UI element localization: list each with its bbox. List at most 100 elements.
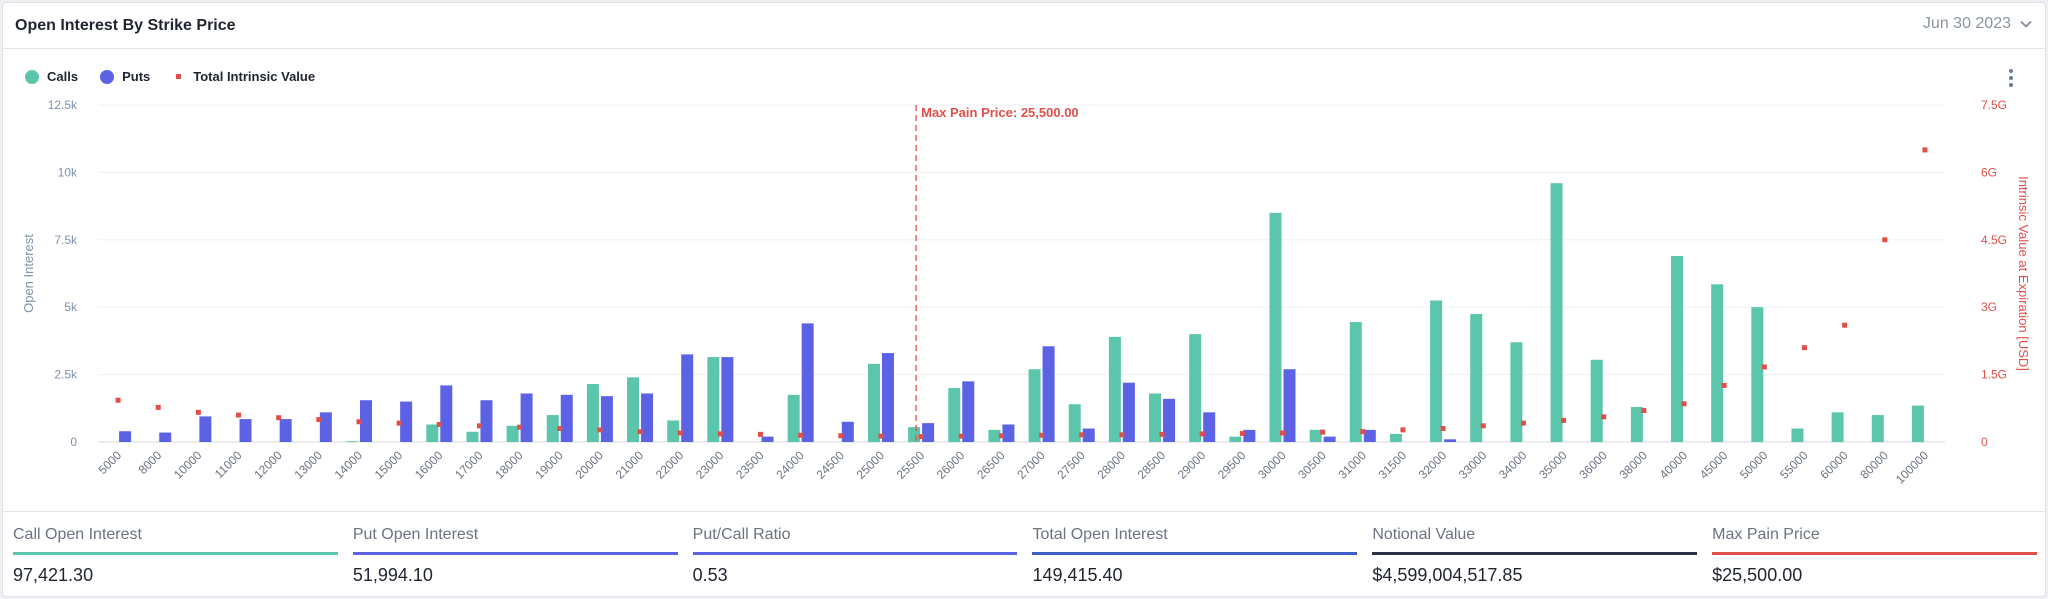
- stat-underline: [1372, 552, 1698, 555]
- y2-tick-label: 7.5G: [1981, 98, 2007, 112]
- puts-bar: [319, 412, 332, 442]
- puts-bar: [1203, 412, 1216, 442]
- puts-bar: [1323, 436, 1336, 442]
- puts-bar: [761, 436, 774, 442]
- x-tick-label: 31000: [1335, 448, 1369, 482]
- x-tick-label: 45000: [1697, 448, 1731, 482]
- calls-bar: [1149, 393, 1162, 442]
- y2-tick-label: 1.5G: [1981, 368, 2007, 382]
- intrinsic-value-point: [1440, 426, 1446, 432]
- more-vertical-icon[interactable]: [2007, 69, 2015, 89]
- x-tick-label: 40000: [1657, 448, 1691, 482]
- calls-bar: [1671, 255, 1684, 442]
- x-tick-label: 12000: [251, 448, 285, 482]
- x-tick-label: 24500: [813, 448, 847, 482]
- x-tick-label: 32000: [1416, 448, 1450, 482]
- puts-bar: [480, 400, 493, 442]
- intrinsic-value-point: [1882, 237, 1888, 243]
- y-tick-label: 5k: [64, 300, 78, 314]
- calls-bar: [1389, 433, 1402, 442]
- stat-notional-value: Notional Value $4,599,004,517.85: [1372, 526, 1698, 596]
- x-tick-label: 10000: [171, 448, 205, 482]
- x-tick-label: 80000: [1857, 448, 1891, 482]
- intrinsic-swatch: [176, 74, 182, 79]
- puts-bar: [881, 353, 894, 442]
- legend-label-intrinsic: Total Intrinsic Value: [193, 69, 316, 84]
- puts-bar: [1243, 429, 1256, 442]
- x-tick-label: 24000: [773, 448, 807, 482]
- stat-label: Call Open Interest: [13, 526, 142, 543]
- calls-bar: [867, 363, 880, 442]
- x-tick-label: 30000: [1255, 448, 1289, 482]
- puts-bar: [801, 323, 814, 442]
- intrinsic-value-point: [1360, 429, 1366, 435]
- x-tick-label: 36000: [1576, 448, 1610, 482]
- x-tick-label: 26500: [974, 448, 1008, 482]
- puts-bar: [159, 432, 172, 442]
- x-tick-label: 29500: [1215, 448, 1249, 482]
- puts-bar: [400, 401, 413, 442]
- intrinsic-value-point: [1279, 430, 1285, 436]
- x-tick-label: 14000: [332, 448, 366, 482]
- legend-item-calls[interactable]: Calls: [25, 69, 78, 84]
- x-tick-label: 38000: [1616, 448, 1650, 482]
- x-tick-label: 28000: [1095, 448, 1129, 482]
- puts-bar: [239, 419, 252, 442]
- calls-bar: [787, 394, 800, 442]
- calls-bar: [506, 425, 519, 442]
- calls-bar: [1269, 212, 1282, 442]
- stat-value: 97,421.30: [13, 565, 94, 585]
- calls-bar: [1911, 405, 1924, 442]
- stats-row: Call Open Interest 97,421.30 Put Open In…: [13, 526, 2037, 596]
- intrinsic-value-point: [1159, 431, 1165, 437]
- intrinsic-value-point: [1842, 322, 1848, 328]
- intrinsic-value-point: [918, 434, 924, 440]
- legend-label-calls: Calls: [47, 69, 79, 84]
- intrinsic-value-point: [517, 424, 523, 430]
- stat-label: Notional Value: [1372, 526, 1476, 543]
- intrinsic-value-point: [195, 409, 201, 415]
- x-tick-label: 23000: [693, 448, 727, 482]
- stat-put-open-interest: Put Open Interest 51,994.10: [352, 526, 678, 596]
- puts-bar: [1002, 424, 1015, 442]
- calls-bar: [1791, 428, 1804, 442]
- stat-total-open-interest: Total Open Interest 149,415.40: [1032, 526, 1358, 596]
- intrinsic-value-point: [1480, 423, 1486, 429]
- stat-value: 149,415.40: [1032, 565, 1123, 585]
- intrinsic-value-point: [798, 432, 804, 438]
- puts-swatch: [100, 69, 115, 84]
- intrinsic-value-point: [1320, 429, 1326, 435]
- stat-label: Put/Call Ratio: [692, 526, 791, 543]
- intrinsic-value-point: [276, 415, 282, 421]
- y2-tick-label: 4.5G: [1981, 233, 2007, 247]
- legend-item-puts[interactable]: Puts: [100, 69, 150, 84]
- intrinsic-value-point: [1400, 427, 1406, 433]
- x-tick-label: 11000: [212, 448, 245, 481]
- intrinsic-value-point: [838, 433, 844, 439]
- puts-bar: [1444, 439, 1457, 442]
- expiry-date-select[interactable]: Jun 30 2023: [1923, 15, 2033, 33]
- calls-bar: [586, 384, 599, 442]
- calls-bar: [667, 420, 680, 442]
- intrinsic-value-point: [677, 430, 683, 436]
- puts-bar: [1042, 346, 1055, 442]
- puts-bar: [841, 421, 854, 442]
- intrinsic-value-point: [1520, 420, 1526, 426]
- intrinsic-value-point: [1601, 414, 1607, 420]
- intrinsic-value-point: [717, 431, 723, 437]
- x-tick-label: 15000: [372, 448, 406, 482]
- intrinsic-value-point: [878, 433, 884, 439]
- max-pain-label: Max Pain Price: 25,500.00: [921, 105, 1079, 120]
- legend-item-intrinsic[interactable]: Total Intrinsic Value: [172, 69, 315, 84]
- intrinsic-value-point: [557, 426, 563, 432]
- intrinsic-value-point: [356, 419, 362, 425]
- x-tick-label: 23500: [733, 448, 767, 482]
- calls-bar: [1430, 300, 1443, 442]
- intrinsic-value-point: [1721, 382, 1727, 388]
- y2-tick-label: 6G: [1981, 165, 1997, 179]
- x-tick-label: 35000: [1536, 448, 1570, 482]
- puts-bar: [1163, 398, 1176, 442]
- puts-bar: [1363, 429, 1376, 442]
- calls-bar: [426, 424, 439, 442]
